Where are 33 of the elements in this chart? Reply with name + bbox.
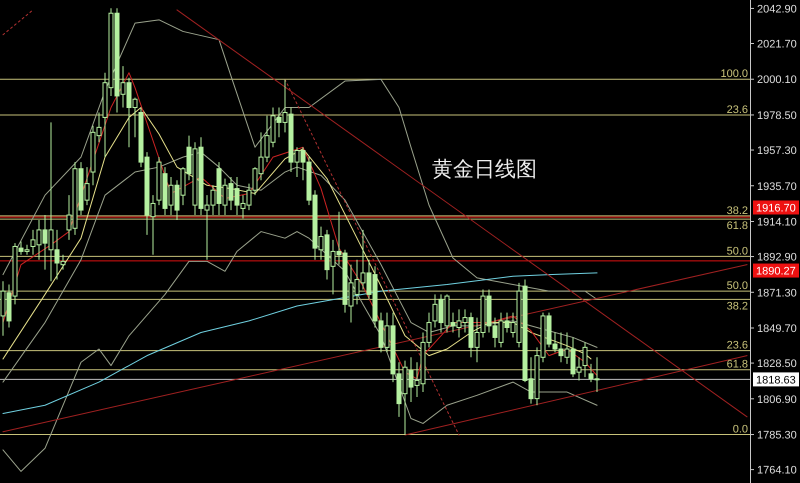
annotation: 50.0: [726, 280, 748, 292]
annotation: 0.0: [732, 424, 748, 436]
line-series: [2, 272, 598, 414]
annotation: 100.0: [720, 68, 748, 80]
annotation: 38.2: [726, 204, 748, 217]
candlestick: [582, 342, 588, 378]
y-tick-label: 2021.70: [757, 38, 797, 51]
annotation: 23.6: [726, 340, 748, 352]
text: 黄金日线图: [432, 158, 537, 181]
ref-line-label: 1890.27: [756, 266, 796, 278]
annotation: 61.8: [726, 358, 748, 371]
y-tick-label: 1828.50: [757, 358, 797, 370]
line-series: [2, 231, 598, 472]
y-tick-label: 1957.30: [757, 145, 797, 158]
ref-line-label: 1818.63: [756, 374, 796, 386]
y-tick-label: 2042.90: [757, 3, 797, 16]
y-tick-label: 1849.70: [757, 323, 797, 336]
annotation: 23.6: [726, 104, 748, 116]
y-tick-label: 1871.30: [757, 287, 797, 300]
y-tick-label: 1914.10: [757, 216, 797, 228]
y-tick-label: 1978.50: [757, 110, 797, 122]
y-tick-label: 1764.10: [757, 464, 797, 477]
line-series: [2, 152, 598, 383]
annotation: 50.0: [726, 245, 748, 258]
annotation: 61.8: [726, 220, 748, 232]
annotation: 38.2: [726, 300, 748, 312]
y-tick-label: 1892.90: [757, 252, 797, 264]
y-tick-label: 1785.30: [757, 430, 797, 442]
line-series: [2, 19, 598, 300]
y-tick-label: 1935.70: [757, 180, 797, 193]
y-tick-label: 1806.90: [757, 394, 797, 406]
ref-line-label: 1916.70: [756, 202, 796, 214]
y-tick-label: 2000.10: [757, 74, 797, 86]
